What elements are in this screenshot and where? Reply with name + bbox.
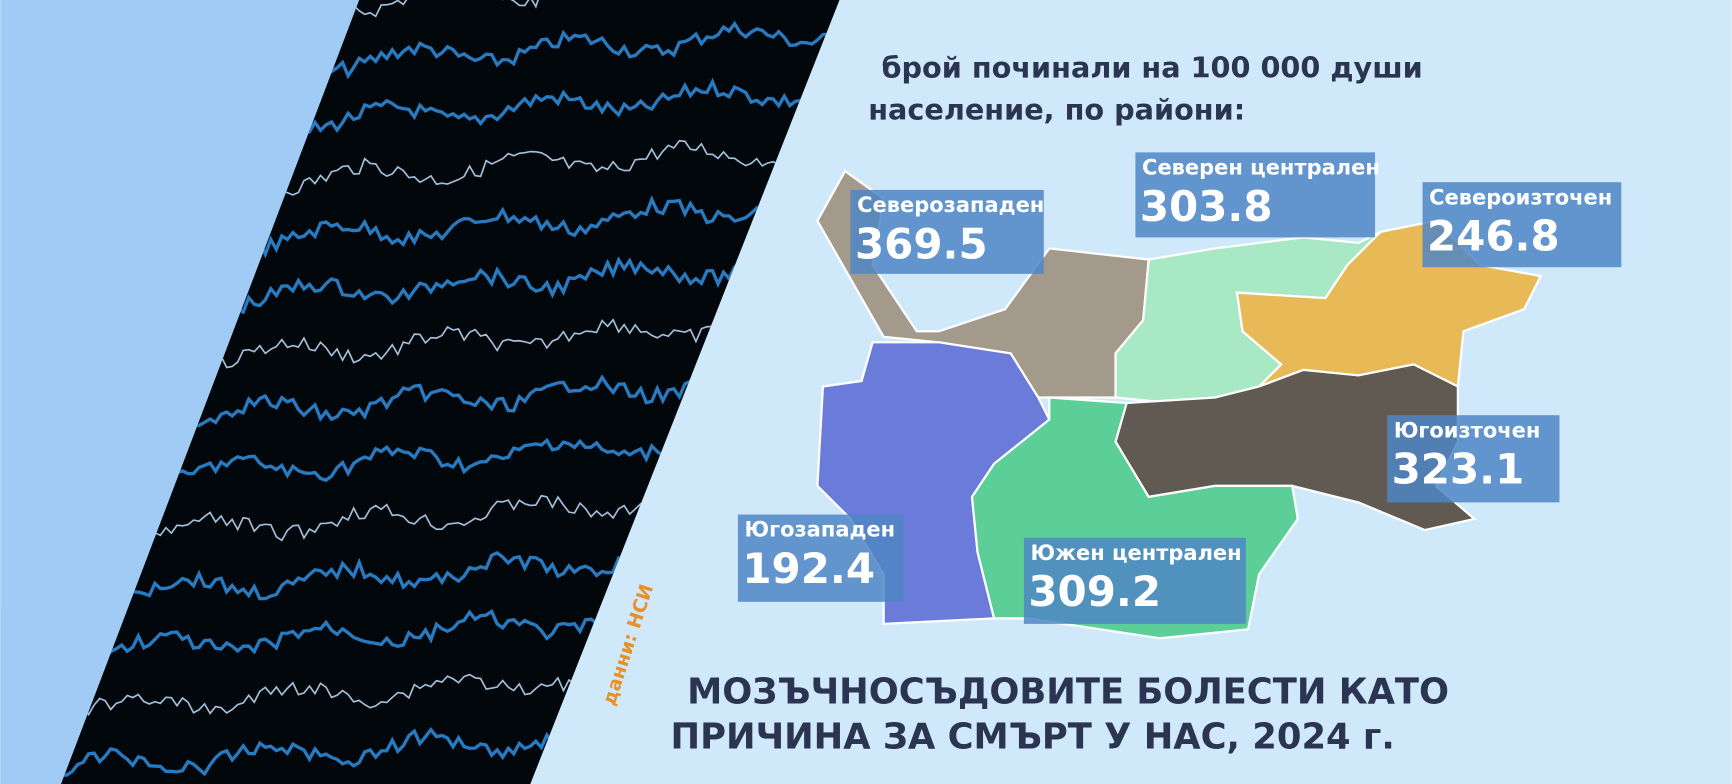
region-name: Югозападен bbox=[745, 518, 896, 542]
region-value: 246.8 bbox=[1427, 212, 1560, 261]
region-value: 323.1 bbox=[1392, 445, 1525, 494]
region-name: Североизточен bbox=[1429, 185, 1612, 209]
region-value: 309.2 bbox=[1028, 567, 1161, 616]
label-box bbox=[850, 189, 1044, 274]
subtitle: население, по райони: bbox=[868, 92, 1245, 126]
region-value: 369.5 bbox=[855, 219, 988, 268]
left-strip bbox=[0, 0, 360, 784]
label-box bbox=[1023, 537, 1246, 624]
region-value: 303.8 bbox=[1140, 182, 1273, 231]
region-value: 192.4 bbox=[742, 544, 875, 593]
region-name: Северен централен bbox=[1142, 155, 1380, 179]
title: МОЗЪЧНОСЪДОВИТЕ БОЛЕСТИ КАТО bbox=[687, 671, 1449, 712]
title: ПРИЧИНА ЗА СМЪРТ У НАС, 2024 г. bbox=[671, 717, 1395, 758]
region-name: Северозападен bbox=[857, 193, 1044, 217]
region-name: Южен централен bbox=[1031, 541, 1242, 565]
label-box bbox=[1135, 152, 1376, 238]
region-name: Югоизточен bbox=[1394, 418, 1541, 442]
label-box bbox=[1387, 415, 1560, 503]
label-box bbox=[737, 514, 904, 602]
subtitle: брой починали на 100 000 души bbox=[881, 50, 1422, 84]
label-box bbox=[1422, 182, 1622, 268]
